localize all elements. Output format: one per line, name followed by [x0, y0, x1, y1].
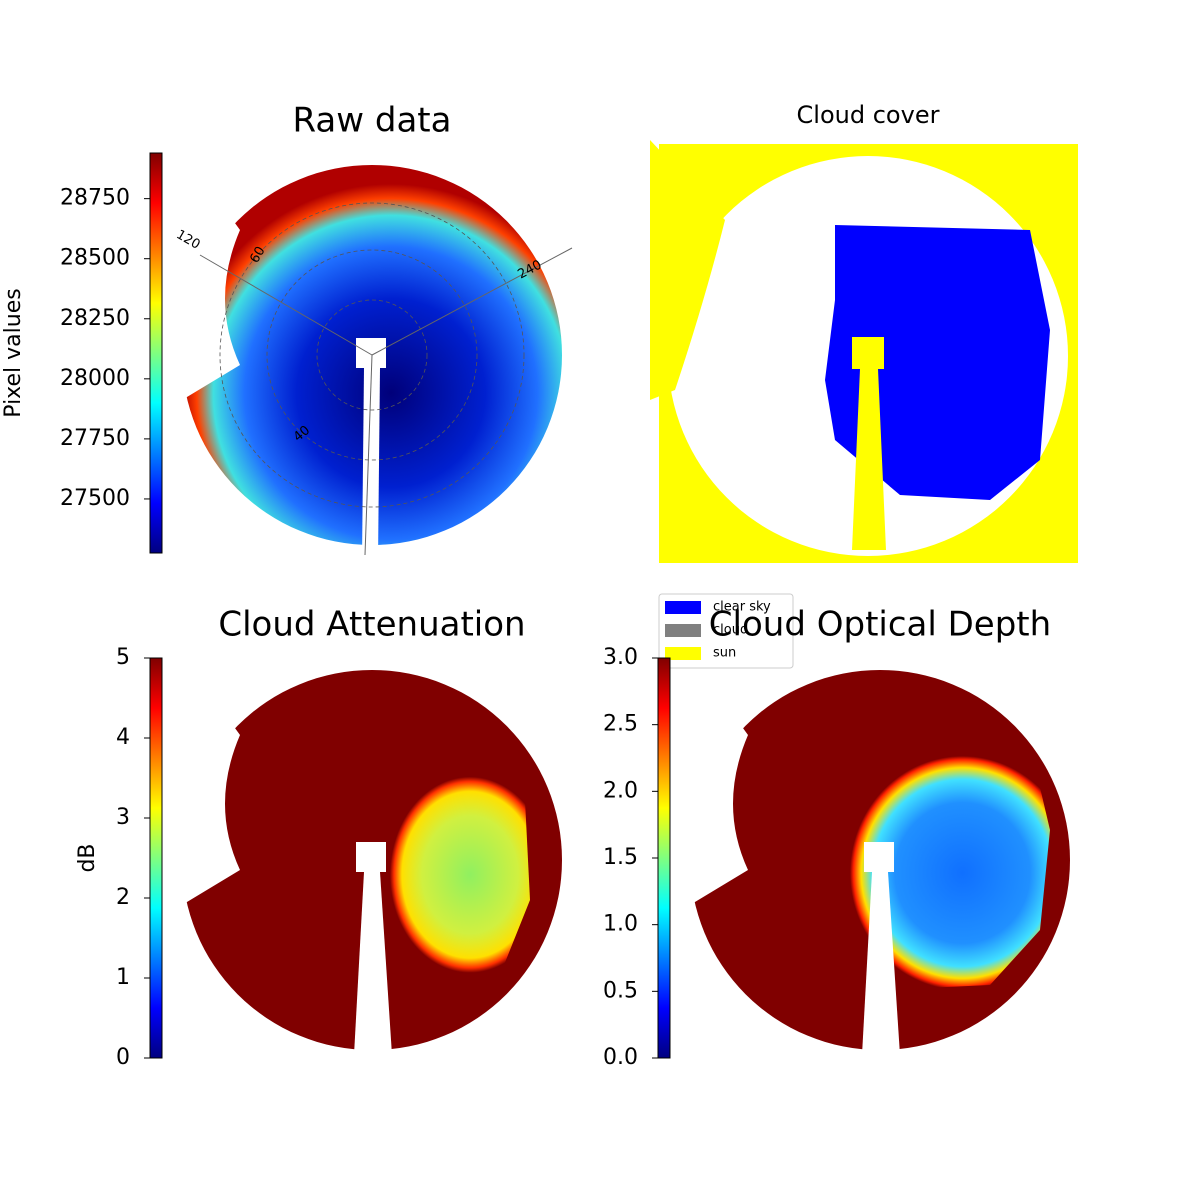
colorbar-tick-label: 0.5	[603, 978, 638, 1003]
chart-title: Raw data	[293, 101, 452, 141]
chart-title: Cloud Optical Depth	[709, 605, 1051, 645]
colorbar-tick-label: 1	[116, 965, 130, 990]
colorbar-tick-label: 28500	[60, 246, 130, 271]
colorbar-tick-label: 28250	[60, 306, 130, 331]
chart-title: Cloud cover	[797, 101, 940, 129]
legend-swatch	[665, 647, 701, 660]
colorbar-tick-label: 4	[116, 725, 130, 750]
colorbar-tick-label: 3	[116, 805, 130, 830]
colorbar	[149, 152, 163, 554]
colorbar-tick-label: 1.0	[603, 912, 638, 937]
colorbar	[657, 657, 671, 1059]
colorbar-label: Pixel values	[1, 288, 26, 417]
colorbar-tick-label: 27500	[60, 486, 130, 511]
colorbar-tick-label: 2.5	[603, 712, 638, 737]
colorbar	[149, 657, 163, 1059]
legend-swatch	[665, 624, 701, 637]
colorbar-tick-label: 3.0	[603, 645, 638, 670]
colorbar-label: dB	[75, 843, 100, 872]
raw-image	[182, 150, 573, 560]
legend-label: cloud	[713, 623, 748, 638]
legend-swatch	[665, 601, 701, 614]
colorbar-tick-label: 28000	[60, 366, 130, 391]
cloud-cover-image	[650, 140, 1078, 563]
colorbar-tick-label: 5	[116, 645, 130, 670]
colorbar-tick-label: 28750	[60, 186, 130, 211]
colorbar-tick-label: 2.0	[603, 778, 638, 803]
legend-label: clear sky	[713, 600, 771, 615]
colorbar-tick-label: 2	[116, 885, 130, 910]
colorbar-tick-label: 0.0	[603, 1045, 638, 1070]
legend-label: sun	[713, 646, 736, 661]
attenuation-image	[182, 655, 562, 1055]
colorbar-tick-label: 1.5	[603, 845, 638, 870]
colorbar-tick-label: 27750	[60, 426, 130, 451]
polar-label: 60	[247, 244, 268, 266]
optical-depth-image	[690, 655, 1070, 1055]
colorbar-tick-label: 0	[116, 1045, 130, 1070]
chart-title: Cloud Attenuation	[218, 605, 525, 645]
